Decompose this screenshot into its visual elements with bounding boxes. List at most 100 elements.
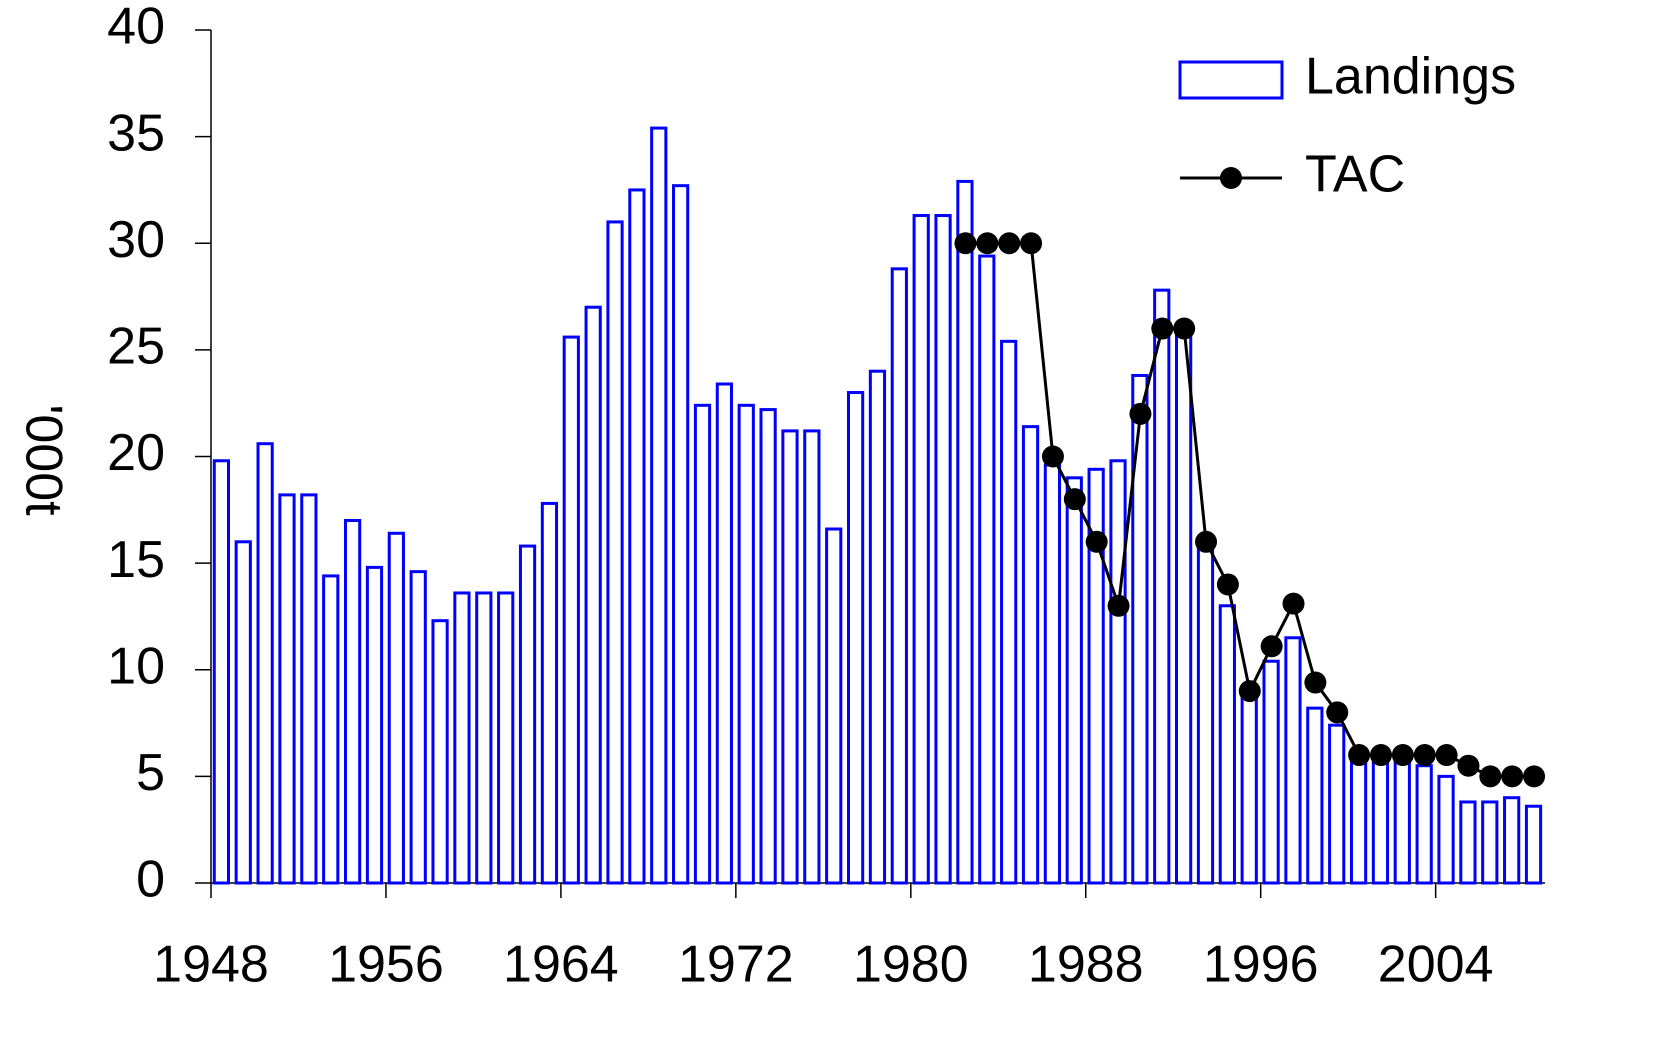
bar (497, 591, 515, 885)
marker (1435, 744, 1458, 767)
marker (1369, 744, 1392, 767)
marker (1195, 530, 1218, 553)
y-tick-label: 15 (107, 531, 165, 589)
bar (1065, 476, 1083, 885)
bar (759, 408, 777, 885)
bar (343, 518, 362, 885)
bar (1021, 425, 1040, 885)
marker (1129, 402, 1152, 425)
bar (890, 267, 908, 885)
y-tick-label: 25 (107, 318, 165, 376)
marker (1348, 744, 1371, 767)
bar (693, 403, 712, 885)
bar (300, 493, 318, 885)
bar (781, 429, 799, 885)
bar (584, 305, 602, 885)
marker (1173, 317, 1196, 340)
bar (1459, 800, 1477, 885)
y-tick-label: 40 (107, 0, 165, 56)
bar (562, 335, 580, 885)
x-tick-label: 1948 (153, 936, 269, 994)
marker (1304, 671, 1327, 694)
bar (1524, 804, 1543, 885)
marker (1282, 592, 1305, 615)
bar (234, 540, 252, 885)
y-tick-label: 35 (107, 104, 165, 162)
legend-swatch (1178, 60, 1284, 100)
bar (1328, 723, 1346, 885)
bar (1284, 636, 1302, 885)
marker (998, 232, 1021, 255)
x-tick-label: 1980 (853, 936, 969, 994)
marker (1391, 744, 1414, 767)
marker (1260, 635, 1283, 658)
bar (256, 442, 274, 885)
legend-label: TAC (1305, 146, 1405, 204)
legend-marker (1220, 167, 1242, 189)
bar (212, 459, 230, 885)
marker (1523, 765, 1546, 788)
x-tick-label: 1956 (328, 936, 444, 994)
y-axis-label: '000t (14, 404, 72, 516)
bar (1043, 463, 1062, 885)
legend-label: Landings (1305, 48, 1516, 106)
bar (1349, 757, 1368, 885)
bar (540, 501, 559, 885)
bar (606, 220, 624, 885)
bar (387, 531, 405, 885)
bar (1109, 459, 1127, 885)
bar (1175, 327, 1193, 885)
marker (1085, 530, 1108, 553)
marker (954, 232, 977, 255)
bar (846, 391, 865, 885)
bar (934, 214, 952, 885)
marker (1413, 744, 1436, 767)
bar (1131, 373, 1149, 885)
y-tick-label: 20 (107, 424, 165, 482)
bar (322, 574, 340, 885)
bar (1196, 540, 1215, 885)
marker (1326, 701, 1349, 724)
bar (278, 493, 296, 885)
bar (912, 214, 930, 885)
bar (1153, 288, 1171, 885)
bar (1415, 764, 1433, 885)
bar (1087, 467, 1105, 885)
x-tick-label: 2004 (1378, 936, 1494, 994)
x-tick-label: 1964 (503, 936, 619, 994)
bar (1481, 800, 1499, 885)
bar (1503, 796, 1521, 885)
x-tick-label: 1996 (1203, 936, 1319, 994)
y-tick-label: 10 (107, 637, 165, 695)
bar (365, 565, 384, 885)
marker (1020, 232, 1043, 255)
bar (650, 126, 668, 885)
bar (1371, 757, 1390, 885)
bar (1240, 689, 1258, 885)
marker (1216, 573, 1239, 596)
x-tick-label: 1988 (1028, 936, 1144, 994)
bar (431, 619, 449, 885)
marker (1107, 594, 1130, 617)
bar (803, 429, 821, 885)
bar (978, 254, 996, 885)
bar (475, 591, 493, 885)
bar (453, 591, 471, 885)
bar (409, 570, 427, 885)
marker (1501, 765, 1524, 788)
marker (1238, 680, 1261, 703)
marker (1457, 754, 1480, 777)
bar (518, 544, 537, 885)
bar (1437, 774, 1455, 885)
marker (1041, 445, 1064, 468)
y-tick-label: 5 (136, 744, 165, 802)
bar (1218, 604, 1236, 885)
bar (956, 179, 974, 885)
bar (1000, 339, 1018, 885)
y-tick-label: 30 (107, 211, 165, 269)
marker (1063, 488, 1086, 511)
bar (672, 184, 690, 885)
marker (976, 232, 999, 255)
bar (868, 369, 887, 885)
